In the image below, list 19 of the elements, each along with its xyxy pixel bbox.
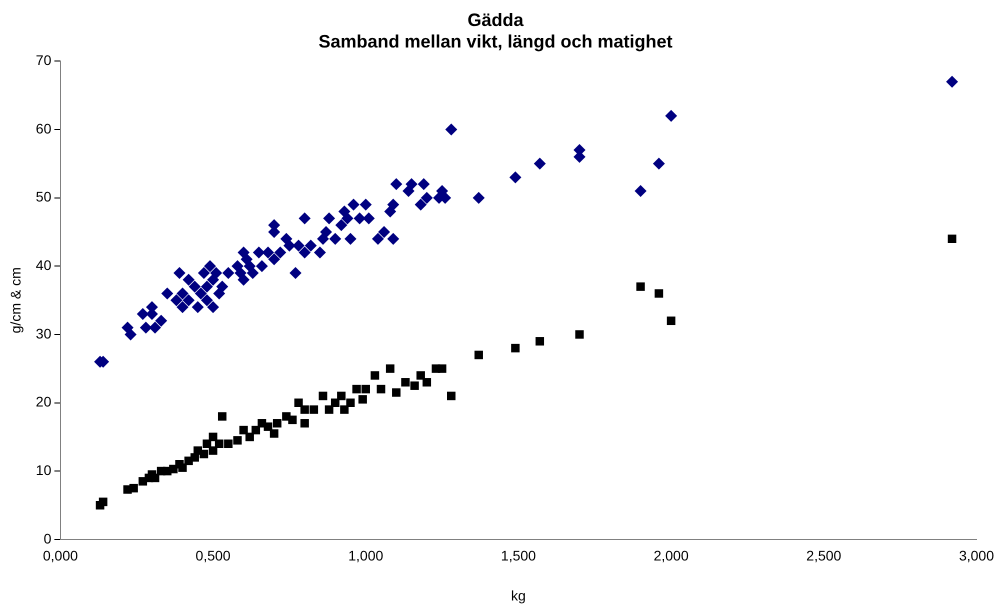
x-tick-label: 0,000 bbox=[42, 548, 78, 564]
y-tick-label: 40 bbox=[36, 257, 52, 273]
y-tick-label: 30 bbox=[36, 325, 52, 342]
y-tick-label: 0 bbox=[44, 530, 52, 546]
x-tick-label: 0,500 bbox=[196, 548, 231, 564]
y-tick-label: 60 bbox=[36, 120, 52, 136]
y-tick-label: 50 bbox=[36, 188, 52, 205]
y-tick-label: 10 bbox=[36, 462, 52, 478]
x-axis-title: kg bbox=[511, 587, 526, 604]
y-tick-label: 70 bbox=[36, 52, 52, 68]
x-tick-label: 1,500 bbox=[500, 548, 536, 564]
y-tick-label: 20 bbox=[36, 394, 52, 410]
x-tick-label: 1,000 bbox=[348, 548, 384, 564]
x-tick-label: 2,000 bbox=[654, 548, 689, 564]
y-axis-title: g/cm & cm bbox=[7, 267, 24, 334]
x-tick-label: 3,000 bbox=[958, 548, 994, 564]
chart-subtitle: Samband mellan vikt, längd och matighet bbox=[318, 31, 673, 52]
x-tick-label: 2,500 bbox=[806, 548, 842, 564]
chart-title: Gädda bbox=[467, 10, 524, 30]
